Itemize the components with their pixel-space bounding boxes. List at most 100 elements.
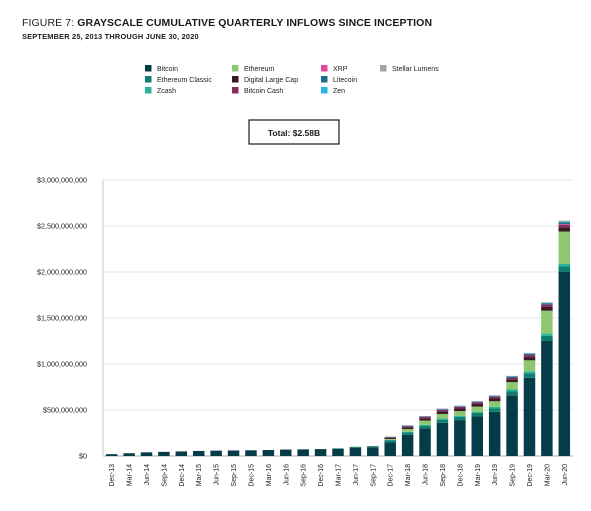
- legend: Bitcoin Ethereum Classic Zcash Ethereum Digi…: [145, 65, 439, 95]
- bar-segment-zcash: [541, 333, 553, 336]
- bar-segment-bitcoin: [140, 452, 153, 456]
- bar-segment-zen: [523, 353, 536, 355]
- bar-segment-digital-large-cap: [471, 404, 484, 407]
- legend-swatch-stellar-lumens: [380, 65, 387, 72]
- bar-segment-ethereum-classic: [541, 335, 553, 341]
- y-tick-label: $500,000,000: [43, 406, 87, 415]
- bar-segment-bitcoin-cash: [523, 355, 536, 358]
- bar-segment-bitcoin: [401, 434, 414, 456]
- bar-segment-bitcoin: [105, 454, 118, 456]
- bar-segment-zcash: [506, 389, 518, 392]
- bar-segment-litecoin: [541, 303, 553, 305]
- bar-segment-stellar-lumens: [419, 415, 431, 417]
- bar-segment-digital-large-cap: [541, 306, 553, 311]
- bar-segment-digital-large-cap: [558, 227, 571, 232]
- bar-segment-digital-large-cap: [523, 357, 536, 361]
- legend-swatch-ethereum: [232, 65, 239, 72]
- x-tick-label: Sep-15: [231, 464, 238, 487]
- bar-segment-ethereum: [506, 382, 518, 390]
- bar-segment-zcash: [471, 411, 484, 413]
- bar-segment-bitcoin: [123, 453, 135, 456]
- x-tick-label: Jun-20: [562, 464, 569, 486]
- x-tick-label: Dec-18: [457, 464, 464, 487]
- legend-swatch-litecoin: [321, 76, 328, 83]
- bar-segment-ethereum-classic: [349, 446, 362, 448]
- bar-segment-ethereum-classic: [506, 391, 518, 396]
- x-tick-label: Dec-19: [527, 464, 534, 487]
- x-tick-label: Jun-14: [144, 464, 151, 486]
- bar-segment-ethereum-classic: [523, 373, 536, 378]
- bar-segment-bitcoin-cash: [436, 409, 449, 412]
- x-tick-label: Mar-20: [544, 464, 551, 486]
- x-tick-label: Jun-17: [353, 464, 360, 486]
- bar-segment-ethereum-classic: [488, 408, 501, 412]
- bar-segment-digital-large-cap: [401, 427, 414, 430]
- bar-segment-bitcoin: [436, 422, 449, 456]
- bar-segment-bitcoin: [349, 447, 362, 456]
- x-tick-label: Sep-16: [301, 464, 308, 487]
- bar-segment-ethereum-classic: [454, 416, 466, 421]
- legend-label-ethereum: Ethereum: [244, 66, 275, 73]
- x-tick-label: Mar-16: [266, 464, 273, 486]
- bar-segment-bitcoin: [210, 450, 222, 456]
- bar-segment-digital-large-cap: [384, 437, 396, 439]
- x-tick-label: Dec-16: [318, 464, 325, 487]
- bar-segment-bitcoin: [506, 395, 518, 456]
- bar-segment-digital-large-cap: [419, 418, 431, 421]
- y-tick-label: $2,000,000,000: [37, 268, 87, 277]
- bar-segment-stellar-lumens: [436, 408, 449, 410]
- bar-segment-ethereum: [541, 310, 553, 334]
- x-tick-label: Dec-17: [388, 464, 395, 487]
- bars: [105, 220, 571, 456]
- bar-segment-litecoin: [558, 222, 571, 225]
- x-tick-label: Mar-19: [475, 464, 482, 486]
- bar-segment-zcash: [488, 406, 501, 409]
- bar-segment-zcash: [419, 424, 431, 426]
- x-tick-label: Sep-14: [161, 464, 168, 487]
- bar-segment-bitcoin: [297, 449, 309, 456]
- bar-segment-digital-large-cap: [488, 398, 501, 402]
- bar-segment-ethereum: [523, 360, 536, 372]
- x-tick-label: Sep-17: [370, 464, 377, 487]
- bar-segment-litecoin: [471, 401, 484, 403]
- legend-label-bitcoin-cash: Bitcoin Cash: [244, 88, 283, 95]
- x-tick-label: Mar-17: [336, 464, 343, 486]
- bar-segment-zcash: [558, 263, 571, 267]
- legend-label-litecoin: Litecoin: [333, 77, 357, 84]
- total-callout: Total: $2.58B: [248, 119, 340, 145]
- bar-segment-ethereum: [419, 420, 431, 425]
- bar-segment-bitcoin: [314, 449, 327, 456]
- x-tick-label: Sep-19: [510, 464, 517, 487]
- x-tick-label: Dec-13: [109, 464, 116, 487]
- bar-segment-ethereum-classic: [332, 448, 344, 449]
- bar-segment-bitcoin: [541, 341, 553, 456]
- bar-segment-bitcoin-cash: [419, 416, 431, 419]
- bar-segment-bitcoin: [419, 428, 431, 456]
- bar-segment-bitcoin: [367, 447, 379, 456]
- bar-segment-xrp: [558, 224, 571, 225]
- bar-segment-bitcoin: [523, 377, 536, 456]
- bar-segment-stellar-lumens: [523, 353, 536, 354]
- bar-segment-ethereum-classic: [471, 412, 484, 417]
- bar-segment-bitcoin: [332, 448, 344, 456]
- x-tick-label: Mar-14: [127, 464, 134, 486]
- bar-segment-stellar-lumens: [401, 425, 414, 426]
- legend-swatch-xrp: [321, 65, 328, 72]
- legend-swatch-ethereum-classic: [145, 76, 152, 83]
- bar-segment-bitcoin-cash: [558, 224, 571, 228]
- legend-swatch-bitcoin: [145, 65, 152, 72]
- x-tick-label: Jun-18: [423, 464, 430, 486]
- x-tick-label: Mar-15: [196, 464, 203, 486]
- bar-segment-bitcoin-cash: [488, 396, 501, 399]
- bar-segment-zcash: [436, 418, 449, 420]
- bar-segment-stellar-lumens: [454, 405, 466, 407]
- bar-segment-ethereum: [471, 406, 484, 412]
- x-tick-label: Mar-18: [405, 464, 412, 486]
- bar-segment-bitcoin: [558, 272, 571, 456]
- legend-label-bitcoin: Bitcoin: [157, 66, 178, 73]
- figure-title: FIGURE 7: GRAYSCALE CUMULATIVE QUARTERLY…: [22, 17, 432, 29]
- legend-label-digital-large-cap: Digital Large Cap: [244, 77, 298, 84]
- bar-segment-bitcoin: [227, 450, 240, 456]
- y-tick-label: $3,000,000,000: [37, 176, 87, 185]
